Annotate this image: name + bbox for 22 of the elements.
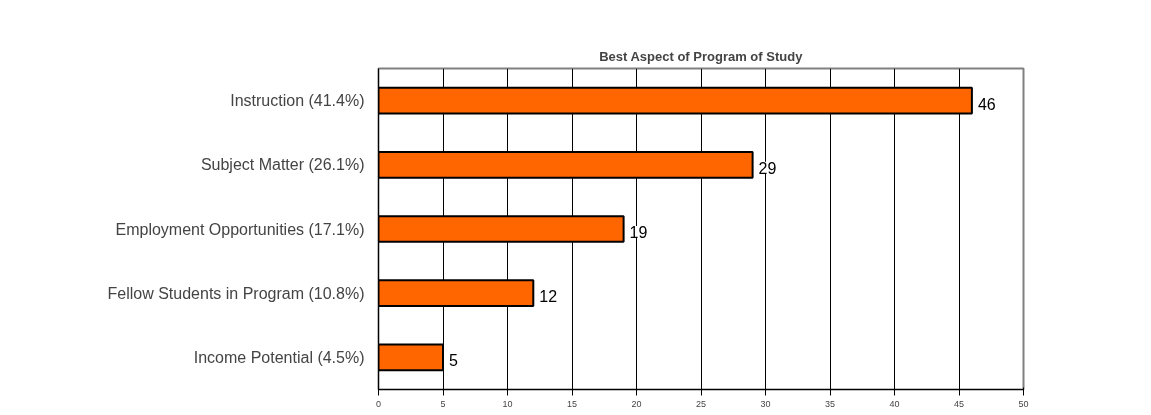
data-label: 5: [449, 352, 458, 370]
chart-title: Best Aspect of Program of Study: [599, 48, 804, 64]
x-tick-label: 20: [631, 398, 642, 409]
y-tick-label: Instruction (41.4%): [230, 92, 365, 110]
x-tick-label: 10: [502, 398, 513, 409]
x-tick-label: 40: [889, 398, 900, 409]
data-label: 29: [758, 159, 777, 177]
x-tick-label: 50: [1018, 398, 1029, 409]
data-label: 12: [539, 288, 558, 306]
x-tick-label: 45: [953, 398, 965, 409]
data-label: 19: [629, 224, 648, 241]
x-tick-label: 15: [566, 398, 578, 409]
y-tick-label: Fellow Students in Program (10.8%): [107, 284, 365, 302]
x-tick-label: 30: [760, 398, 771, 409]
y-tick-label: Income Potential (4.5%): [193, 348, 365, 366]
data-label: 46: [977, 95, 996, 113]
x-tick-label: 35: [824, 398, 836, 409]
x-tick-label: 0: [376, 398, 382, 409]
x-tick-label: 25: [695, 398, 707, 409]
y-tick-label: Employment Opportunities (17.1%): [115, 220, 365, 238]
x-tick-label: 5: [440, 398, 446, 409]
y-tick-label: Subject Matter (26.1%): [200, 156, 365, 174]
